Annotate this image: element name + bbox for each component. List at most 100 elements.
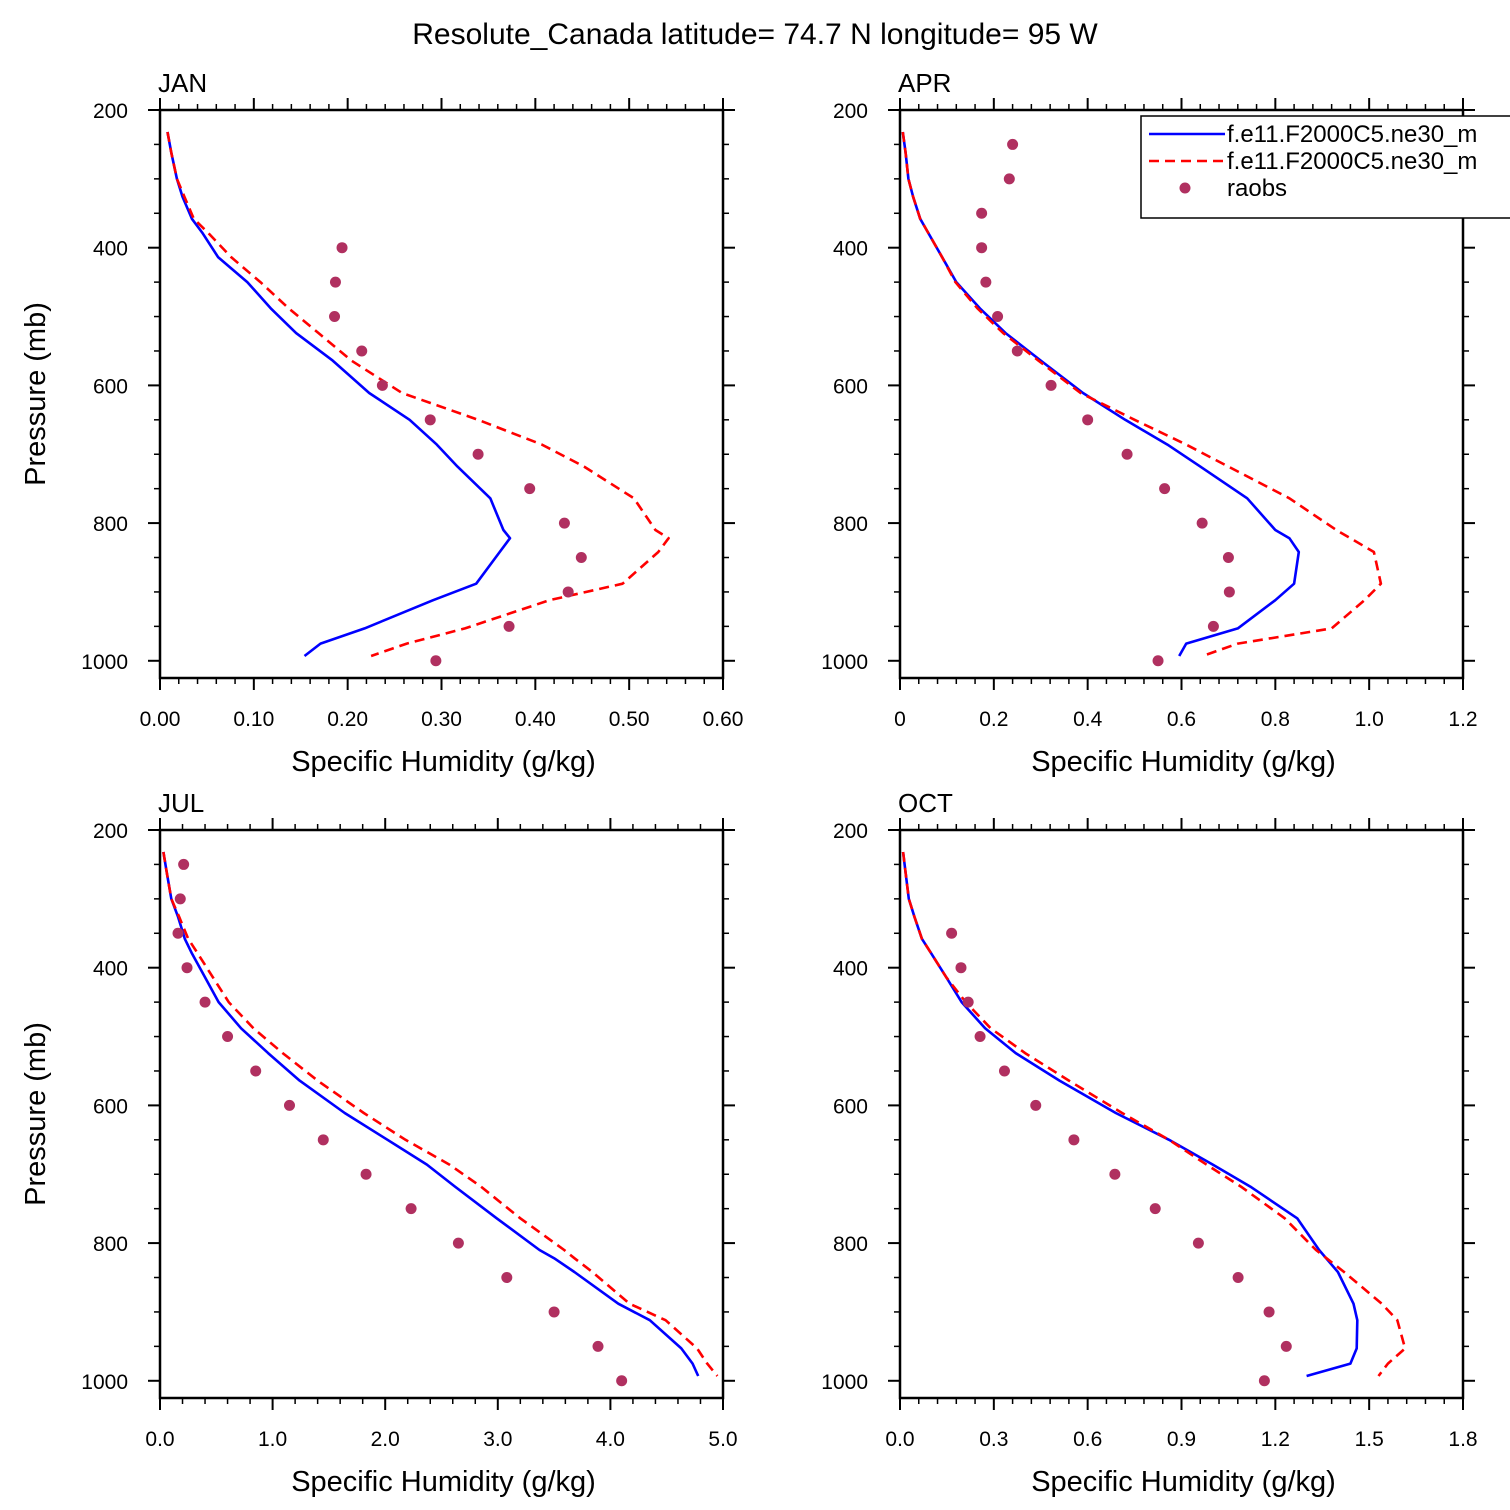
legend-label: f.e11.F2000C5.ne30_m <box>1227 121 1477 148</box>
model-solid-line <box>162 851 700 1377</box>
raobs-point <box>1258 1375 1270 1387</box>
raobs-point <box>955 962 967 974</box>
raobs-point <box>222 1031 234 1043</box>
y-axis-label: Pressure (mb) <box>20 1022 52 1206</box>
raobs-point <box>980 276 992 288</box>
panel-title: OCT <box>898 788 953 818</box>
model-solid-line <box>166 131 512 658</box>
x-tick-label: 1.2 <box>1261 1428 1290 1451</box>
x-tick-label: 0.6 <box>1167 708 1196 731</box>
raobs-point <box>199 996 211 1008</box>
plot-frame <box>898 828 1465 1400</box>
y-tick-label: 200 <box>93 100 128 123</box>
plot-area <box>162 851 719 1387</box>
raobs-point <box>178 858 190 870</box>
x-tick-label: 0 <box>894 708 906 731</box>
panel-jan: 0.00 0.10 0.20 0.30 0.40 0.50 0.60 200 400 600 800… <box>20 68 743 778</box>
raobs-point <box>329 276 341 288</box>
x-tick-label: 0.0 <box>885 1428 914 1451</box>
raobs-point <box>946 927 958 939</box>
plot-area <box>901 851 1407 1387</box>
x-axis-label: Specific Humidity (g/kg) <box>291 746 596 778</box>
x-tick-label: 1.0 <box>258 1428 287 1451</box>
x-tick-label: 0.6 <box>1073 1428 1102 1451</box>
raobs-point <box>356 345 368 357</box>
y-tick-label: 200 <box>833 100 868 123</box>
x-tick-label: 3.0 <box>483 1428 512 1451</box>
raobs-point <box>1207 620 1219 632</box>
raobs-point <box>1152 655 1164 667</box>
panel-jul: 0.0 1.0 2.0 3.0 4.0 5.0 200 400 600 800 1000 JUL Spe… <box>20 788 738 1498</box>
raobs-point <box>250 1065 262 1077</box>
raobs-point <box>452 1237 464 1249</box>
raobs-point <box>1003 173 1015 185</box>
raobs-point <box>1222 552 1234 564</box>
x-tick-label: 0.30 <box>421 708 462 731</box>
raobs-point <box>592 1340 604 1352</box>
x-tick-label: 0.00 <box>140 708 181 731</box>
model-solid-line <box>901 851 1359 1378</box>
raobs-point <box>1082 414 1094 426</box>
plot-frame <box>158 108 725 680</box>
raobs-point <box>992 311 1004 323</box>
y-tick-label: 600 <box>93 1095 128 1118</box>
x-tick-label: 0.40 <box>515 708 556 731</box>
panel-title: JAN <box>158 68 207 98</box>
y-tick-label: 400 <box>833 958 868 981</box>
y-axis-label: Pressure (mb) <box>20 302 52 486</box>
x-tick-label: 0.2 <box>979 708 1008 731</box>
raobs-point <box>1109 1168 1121 1180</box>
raobs-point <box>558 517 570 529</box>
raobs-point <box>376 379 388 391</box>
y-tick-label: 600 <box>93 375 128 398</box>
figure-title: Resolute_Canada latitude= 74.7 N longitu… <box>412 18 1098 51</box>
raobs-point <box>1196 517 1208 529</box>
raobs-point <box>1280 1340 1292 1352</box>
y-tick-label: 800 <box>833 513 868 536</box>
y-tick-label: 200 <box>93 820 128 843</box>
raobs-point <box>1159 483 1171 495</box>
raobs-point <box>336 242 348 254</box>
y-tick-label: 800 <box>93 513 128 536</box>
model-dashed-line <box>901 131 1383 658</box>
x-tick-label: 0.10 <box>233 708 274 731</box>
raobs-point <box>1263 1306 1275 1318</box>
legend-label: raobs <box>1227 175 1287 202</box>
raobs-point <box>976 207 988 219</box>
legend-label: f.e11.F2000C5.ne30_m <box>1227 148 1477 175</box>
raobs-point <box>1223 586 1235 598</box>
raobs-point <box>962 996 974 1008</box>
raobs-point <box>575 552 587 564</box>
x-axis-label: Specific Humidity (g/kg) <box>1031 746 1336 778</box>
y-tick-label: 800 <box>833 1233 868 1256</box>
x-tick-label: 0.20 <box>327 708 368 731</box>
x-tick-label: 0.0 <box>145 1428 174 1451</box>
raobs-point <box>1011 345 1023 357</box>
y-tick-label: 200 <box>833 820 868 843</box>
x-tick-label: 0.60 <box>703 708 744 731</box>
raobs-point <box>548 1306 560 1318</box>
raobs-point <box>1030 1099 1042 1111</box>
plot-area <box>901 131 1383 667</box>
raobs-point <box>172 927 184 939</box>
plot-frame <box>158 828 725 1400</box>
raobs-point <box>562 586 574 598</box>
raobs-point <box>424 414 436 426</box>
x-tick-label: 1.5 <box>1355 1428 1384 1451</box>
model-dashed-line <box>901 851 1407 1377</box>
raobs-point <box>501 1272 513 1284</box>
x-tick-label: 4.0 <box>596 1428 625 1451</box>
y-tick-label: 400 <box>93 238 128 261</box>
raobs-point <box>283 1099 295 1111</box>
raobs-point <box>1068 1134 1080 1146</box>
raobs-point <box>503 620 515 632</box>
raobs-point <box>976 242 988 254</box>
legend: f.e11.F2000C5.ne30_mf.e11.F2000C5.ne30_m… <box>1140 115 1510 219</box>
raobs-point <box>181 962 193 974</box>
y-tick-label: 1000 <box>81 1371 128 1394</box>
y-tick-label: 600 <box>833 375 868 398</box>
panel-title: APR <box>898 68 951 98</box>
model-dashed-line <box>166 131 670 658</box>
raobs-point <box>329 311 341 323</box>
